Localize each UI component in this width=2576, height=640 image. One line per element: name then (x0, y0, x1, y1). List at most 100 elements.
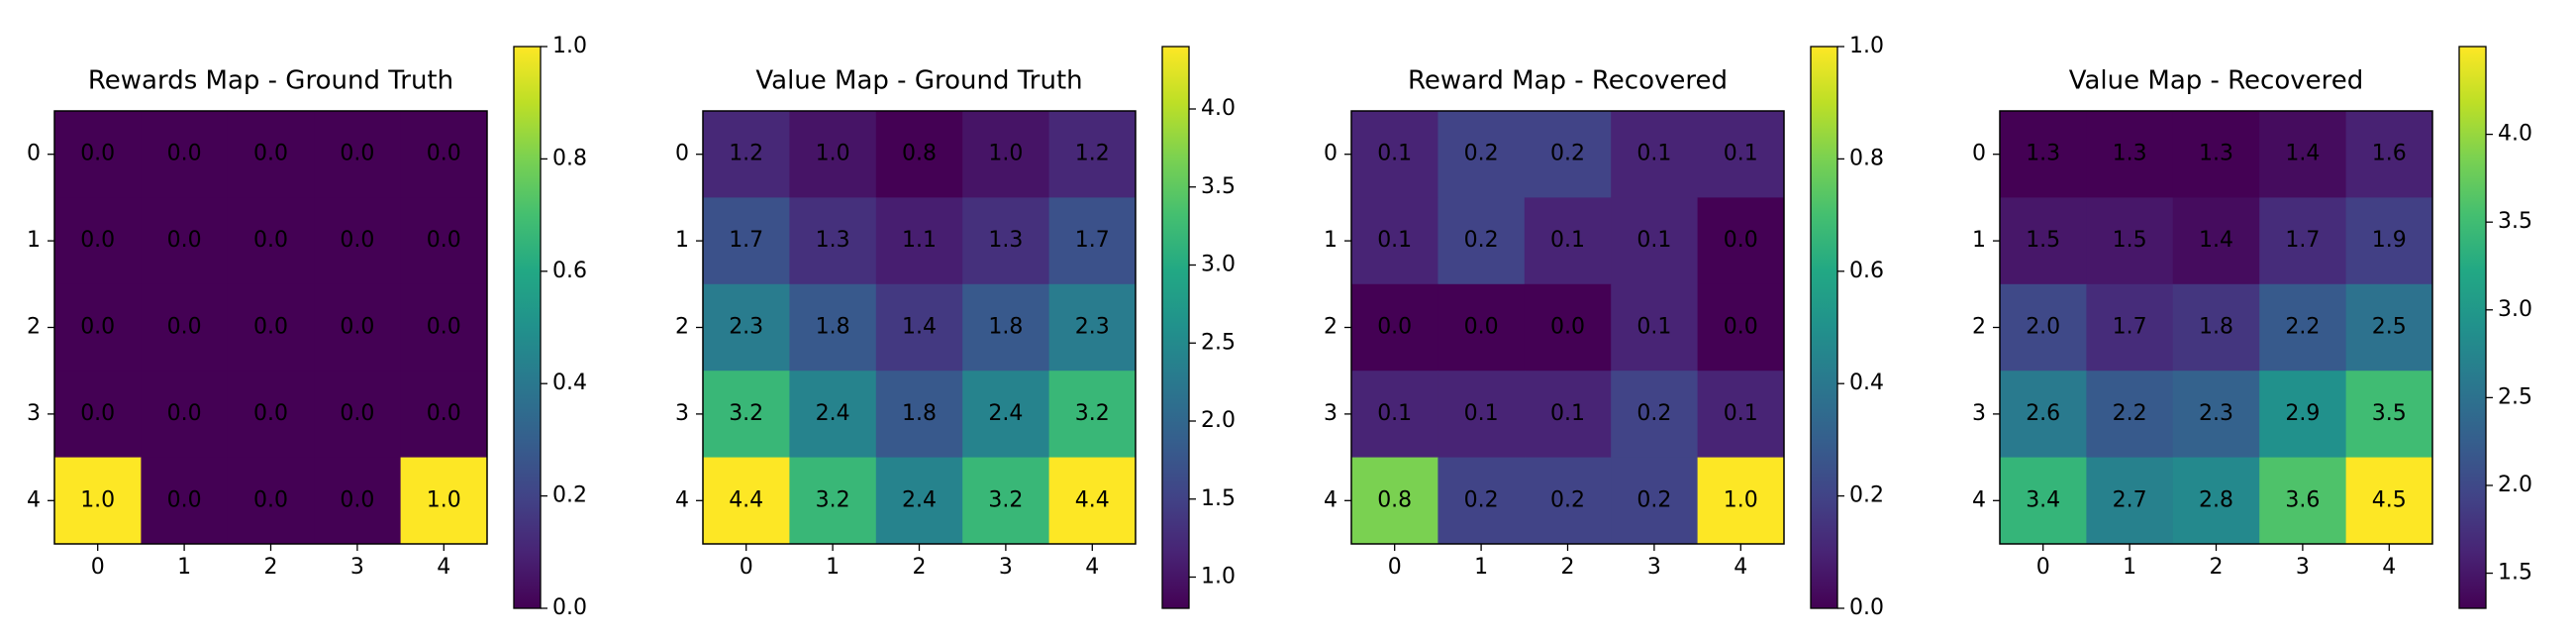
heatmap-cell (2345, 283, 2433, 372)
cell-label: 2.2 (2285, 315, 2320, 340)
cell-label: 0.0 (167, 487, 202, 512)
cell-label: 1.2 (1075, 142, 1110, 166)
cell-label: 2.3 (729, 315, 763, 340)
cell-label: 0.0 (253, 315, 288, 340)
heatmap-cell (2259, 371, 2347, 459)
y-tick-label: 4 (27, 487, 41, 512)
y-tick-label: 1 (675, 228, 689, 253)
heatmap-cell (1048, 283, 1137, 372)
heatmap-cell (2345, 111, 2433, 198)
heatmap-cell (962, 457, 1050, 545)
cell-label: 3.4 (2026, 487, 2060, 512)
cell-label: 1.7 (1075, 228, 1110, 253)
heatmap-cell (400, 371, 488, 459)
cell-label: 0.1 (1724, 401, 1758, 426)
heatmap-cell (962, 283, 1050, 372)
cell-label: 0.0 (167, 315, 202, 340)
colorbar-tick-label: 4.0 (2498, 122, 2532, 147)
cell-label: 0.2 (1550, 142, 1585, 166)
heatmap-cell (54, 111, 142, 198)
cell-label: 2.8 (2199, 487, 2233, 512)
heatmap-cell (1048, 371, 1137, 459)
cell-label: 1.3 (816, 228, 850, 253)
cell-label: 0.0 (1464, 315, 1499, 340)
heatmap-cell (1437, 371, 1526, 459)
colorbar-tick-label: 0.0 (552, 595, 587, 620)
colorbar (1161, 46, 1190, 609)
cell-label: 3.6 (2285, 487, 2320, 512)
heatmap-cell (1048, 457, 1137, 545)
colorbar-tick-label: 2.5 (1201, 330, 1236, 355)
heatmap-cell (2259, 457, 2347, 545)
heatmap-cell (314, 111, 402, 198)
heatmap-cell (1611, 283, 1699, 372)
y-tick-label: 2 (1324, 315, 1338, 340)
heatmap-cell (2259, 111, 2347, 198)
cell-label: 4.4 (1075, 487, 1110, 512)
colorbar-tick-label: 4.0 (1201, 96, 1236, 121)
cell-label: 0.0 (167, 228, 202, 253)
cell-label: 0.0 (1550, 315, 1585, 340)
heatmap-cell (703, 111, 790, 198)
cell-label: 1.2 (729, 142, 763, 166)
cell-label: 0.2 (1636, 487, 1671, 512)
heatmap-cell (2000, 457, 2087, 545)
heatmap-cell (1524, 111, 1612, 198)
heatmap-cell (875, 457, 963, 545)
cell-label: 0.0 (80, 228, 115, 253)
cell-label: 0.0 (340, 487, 374, 512)
heatmap-cell (1048, 197, 1137, 285)
cell-label: 4.5 (2372, 487, 2407, 512)
cell-label: 0.0 (340, 142, 374, 166)
heatmap-cell (875, 111, 963, 198)
y-tick-label: 1 (27, 228, 41, 253)
cell-label: 0.1 (1636, 228, 1671, 253)
y-tick-label: 1 (1972, 228, 1986, 253)
cell-label: 0.0 (427, 401, 461, 426)
heatmap-cell (789, 371, 877, 459)
cell-label: 0.0 (1724, 315, 1758, 340)
heatmap-cell (789, 457, 877, 545)
y-tick-label: 0 (27, 142, 41, 166)
x-tick-label: 4 (2382, 555, 2396, 580)
cell-label: 1.0 (80, 487, 115, 512)
cell-label: 1.0 (1724, 487, 1758, 512)
heatmap-cell (1697, 197, 1785, 285)
heatmap-cell (54, 457, 142, 545)
heatmap-cell (2086, 197, 2174, 285)
x-tick-label: 2 (264, 555, 278, 580)
cell-label: 0.1 (1377, 228, 1412, 253)
heatmap-cell (2086, 111, 2174, 198)
colorbar-tick-label: 0.2 (1849, 483, 1884, 508)
cell-label: 0.0 (80, 401, 115, 426)
cell-label: 1.3 (2199, 142, 2233, 166)
heatmap-cell (2000, 197, 2087, 285)
cell-label: 2.3 (1075, 315, 1110, 340)
cell-label: 1.0 (427, 487, 461, 512)
cell-label: 2.4 (988, 401, 1023, 426)
y-tick-label: 3 (1972, 401, 1986, 426)
colorbar-tick-label: 0.0 (1849, 595, 1884, 620)
y-tick-label: 4 (675, 487, 689, 512)
colorbar-tick-label: 0.2 (552, 483, 587, 508)
colorbar-tick-label: 3.0 (2498, 297, 2532, 322)
y-tick-label: 4 (1972, 487, 1986, 512)
cell-label: 1.7 (2285, 228, 2320, 253)
cell-label: 1.8 (816, 315, 850, 340)
colorbar-tick-label: 3.5 (2498, 209, 2532, 234)
heatmap-cell (875, 283, 963, 372)
colorbar-tick-label: 0.8 (1849, 146, 1884, 170)
heatmap-cell (141, 111, 229, 198)
cell-label: 0.1 (1724, 142, 1758, 166)
heatmap-cell (141, 197, 229, 285)
cell-label: 1.4 (2199, 228, 2233, 253)
cell-label: 1.5 (2026, 228, 2060, 253)
colorbar-tick-label: 0.8 (552, 146, 587, 170)
heatmap-cell (314, 457, 402, 545)
heatmap-cell (1351, 197, 1438, 285)
x-tick-label: 2 (913, 555, 927, 580)
cell-label: 0.0 (253, 142, 288, 166)
chart-title: Value Map - Recovered (2069, 66, 2364, 96)
cell-label: 1.4 (902, 315, 937, 340)
